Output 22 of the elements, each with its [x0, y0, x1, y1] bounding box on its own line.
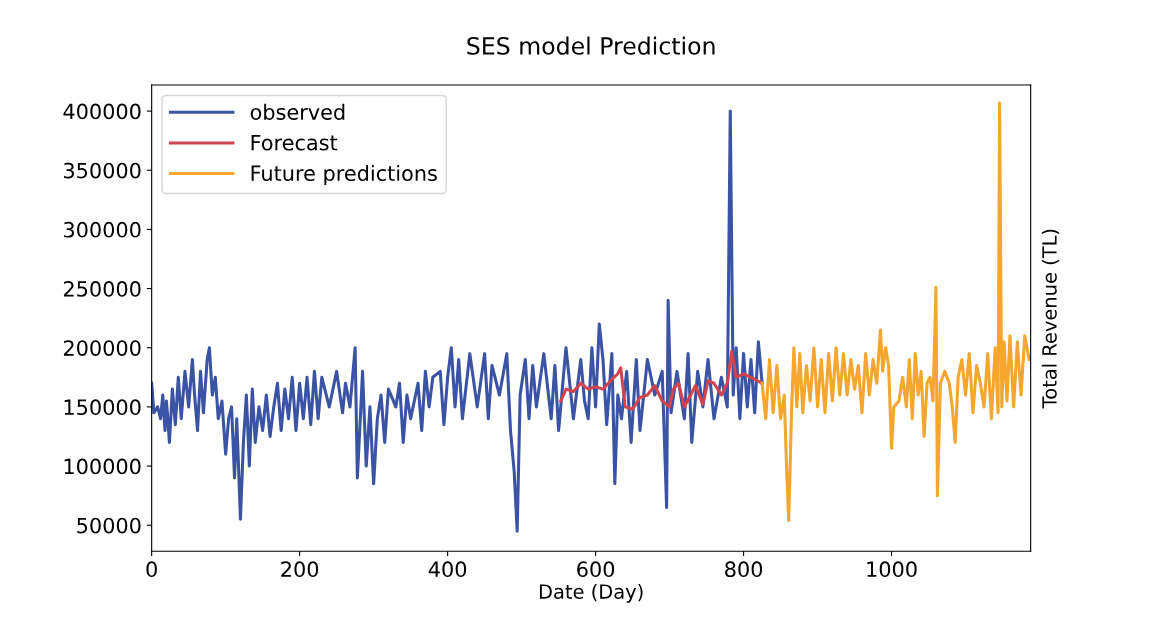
line-series [559, 349, 764, 411]
y-tick-label: 400000 [63, 103, 141, 120]
x-tick-label: 400 [428, 561, 467, 578]
y-tick-label: 350000 [64, 162, 141, 179]
y-tick-label: 100000 [64, 458, 141, 475]
y-tick-label: 50000 [77, 517, 141, 534]
x-tick-label: 600 [577, 561, 615, 578]
y-axis-title: Total Revenue (TL) [1041, 229, 1060, 409]
line-series [760, 101, 1031, 523]
x-tick-label: 0 [146, 561, 157, 578]
y-tick-label: 150000 [64, 399, 141, 416]
legend-label: Forecast [251, 135, 338, 151]
legend-label: observed [250, 103, 345, 120]
x-axis-title: Date (Day) [539, 583, 643, 603]
x-tick-label: 1000 [867, 561, 917, 578]
y-tick-label: 300000 [64, 221, 141, 238]
chart-title: SES model Prediction [467, 36, 715, 55]
y-tick-label: 200000 [63, 340, 141, 356]
legend-label: Future predictions [251, 164, 437, 186]
x-tick-label: 200 [281, 561, 319, 578]
x-tick-label: 800 [725, 561, 763, 578]
y-tick-label: 250000 [63, 281, 141, 297]
